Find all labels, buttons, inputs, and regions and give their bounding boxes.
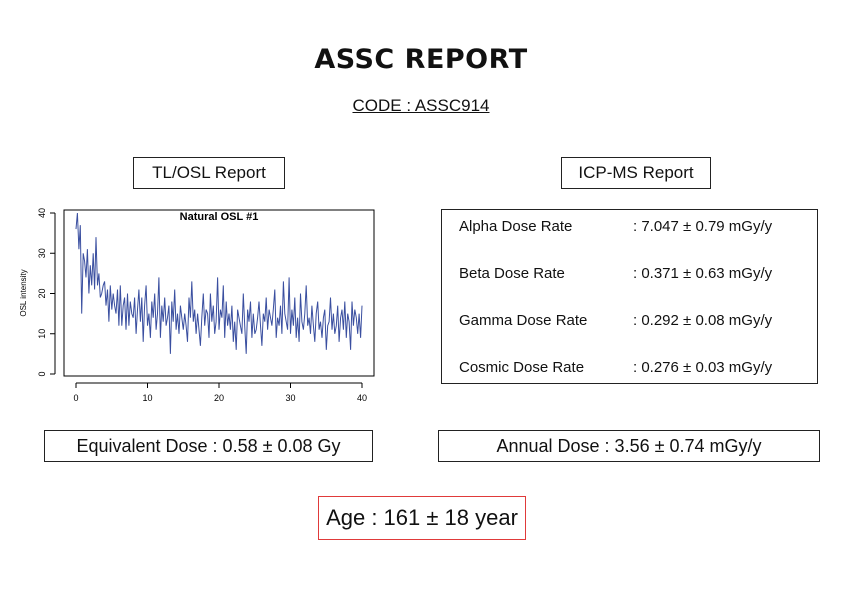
alpha-dose-label: Alpha Dose Rate xyxy=(459,218,573,235)
x-tick-label: 30 xyxy=(285,393,295,403)
report-code: CODE : ASSC914 xyxy=(352,96,490,115)
gamma-dose-value: : 0.292 ± 0.08 mGy/y xyxy=(633,312,773,329)
annual-dose-box: Annual Dose : 3.56 ± 0.74 mGy/y xyxy=(438,430,820,462)
icp-ms-dose-table: Alpha Dose Rate : 7.047 ± 0.79 mGy/y Bet… xyxy=(441,209,818,384)
x-tick-label: 0 xyxy=(73,393,78,403)
gamma-dose-label: Gamma Dose Rate xyxy=(459,312,588,329)
chart-x-axis: 0 10 20 30 40 xyxy=(73,382,367,403)
chart-y-axis: 0 10 20 30 40 xyxy=(37,208,56,377)
chart-plot-frame xyxy=(63,209,375,377)
beta-dose-label: Beta Dose Rate xyxy=(459,265,565,282)
x-tick-label: 40 xyxy=(357,393,367,403)
y-tick-label: 30 xyxy=(37,248,47,258)
icp-ms-header: ICP-MS Report xyxy=(561,157,711,189)
chart-series-line xyxy=(75,212,363,354)
equivalent-dose-box: Equivalent Dose : 0.58 ± 0.08 Gy xyxy=(44,430,373,462)
beta-dose-value: : 0.371 ± 0.63 mGy/y xyxy=(633,265,773,282)
y-tick-label: 20 xyxy=(37,288,47,298)
y-tick-label: 40 xyxy=(37,208,47,218)
age-result-box: Age : 161 ± 18 year xyxy=(318,496,526,540)
report-title: ASSC REPORT xyxy=(314,44,528,75)
x-tick-label: 10 xyxy=(142,393,152,403)
chart-y-axis-label: OSL intensity xyxy=(19,269,28,316)
cosmic-dose-value: : 0.276 ± 0.03 mGy/y xyxy=(633,359,773,376)
chart-title: Natural OSL #1 xyxy=(180,211,259,223)
y-tick-label: 0 xyxy=(37,371,47,376)
osl-chart: Natural OSL #1 OSL intensity 0 10 20 30 40 0… xyxy=(14,198,384,410)
tl-osl-header: TL/OSL Report xyxy=(133,157,285,189)
cosmic-dose-label: Cosmic Dose Rate xyxy=(459,359,585,376)
y-tick-label: 10 xyxy=(37,329,47,339)
x-tick-label: 20 xyxy=(214,393,224,403)
alpha-dose-value: : 7.047 ± 0.79 mGy/y xyxy=(633,218,773,235)
